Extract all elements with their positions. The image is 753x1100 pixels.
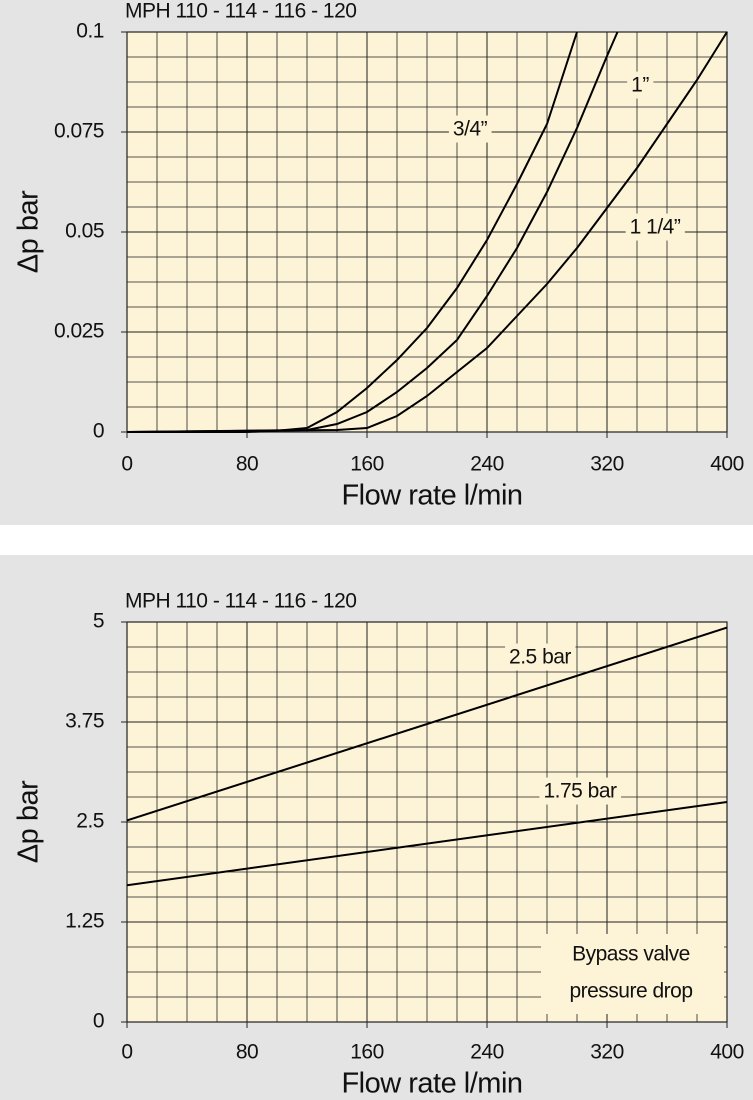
- x-tick-label: 0: [121, 1041, 132, 1064]
- x-tick-label: 240: [470, 453, 504, 476]
- chart-title: MPH 110 - 114 - 116 - 120: [125, 0, 356, 23]
- label-background: [627, 71, 654, 99]
- x-tick-label: 80: [236, 453, 258, 476]
- y-tick-label: 0: [93, 1010, 104, 1033]
- x-axis-label: Flow rate l/min: [341, 1068, 522, 1100]
- x-tick-label: 320: [590, 1041, 624, 1064]
- annotation-box: [541, 934, 724, 1014]
- data-line: [126, 801, 728, 887]
- x-tick-label: 160: [350, 1041, 384, 1064]
- annotation: Bypass valve: [572, 943, 690, 966]
- y-tick-label: 1.25: [65, 910, 104, 933]
- y-tick-label: 0.05: [65, 220, 104, 243]
- series-label: 2.5 bar: [509, 646, 571, 669]
- data-line: [126, 31, 619, 433]
- y-tick-label: 0.1: [76, 20, 104, 43]
- series-label: 1 1/4”: [630, 216, 681, 239]
- y-tick-label: 3.75: [65, 710, 104, 733]
- y-tick-label: 0.075: [54, 120, 104, 143]
- label-background: [539, 777, 622, 805]
- data-line: [126, 626, 728, 822]
- series-label: 1”: [631, 74, 649, 97]
- x-tick-label: 400: [710, 1041, 744, 1064]
- plot-border: [126, 31, 728, 433]
- data-line: [126, 31, 728, 433]
- panel-separator: [0, 525, 753, 555]
- x-tick-label: 240: [470, 1041, 504, 1064]
- x-tick-label: 80: [236, 1041, 258, 1064]
- plot-border: [126, 621, 728, 1023]
- y-axis-label: Δp bar: [13, 780, 45, 863]
- label-background: [505, 643, 576, 671]
- label-background: [448, 115, 492, 143]
- x-axis-label: Flow rate l/min: [341, 480, 522, 512]
- x-tick-label: 0: [121, 453, 132, 476]
- x-tick-label: 400: [710, 453, 744, 476]
- x-tick-label: 160: [350, 453, 384, 476]
- annotation: pressure drop: [569, 980, 692, 1003]
- y-axis-label: Δp bar: [13, 190, 45, 273]
- label-background: [625, 213, 685, 241]
- y-tick-label: 5: [93, 610, 104, 633]
- chart-title: MPH 110 - 114 - 116 - 120: [125, 590, 356, 613]
- y-tick-label: 2.5: [76, 810, 104, 833]
- x-tick-label: 320: [590, 453, 624, 476]
- series-label: 3/4”: [453, 118, 488, 141]
- series-label: 1.75 bar: [543, 780, 617, 803]
- y-tick-label: 0: [93, 420, 104, 443]
- y-tick-label: 0.025: [54, 320, 104, 343]
